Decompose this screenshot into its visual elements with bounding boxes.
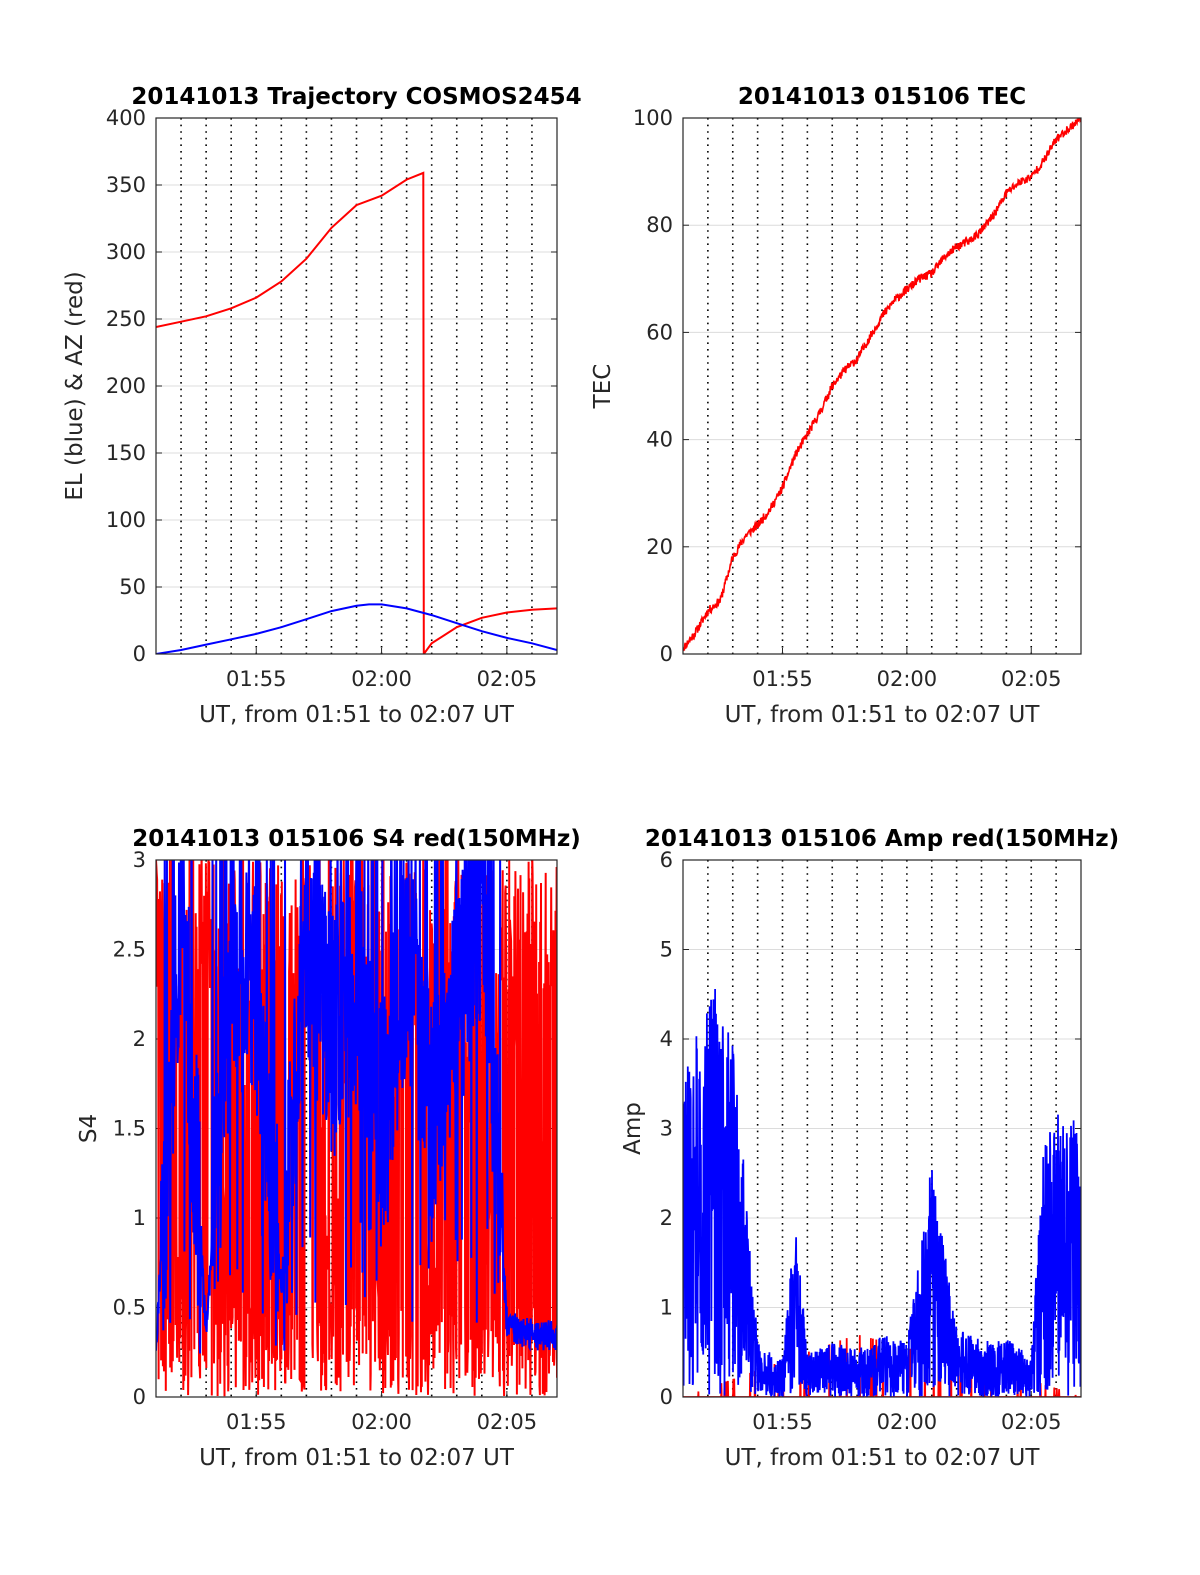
x-axis-label: UT, from 01:51 to 02:07 UT — [725, 1445, 1041, 1471]
y-tick-label: 50 — [119, 575, 146, 599]
plot-tec: 0 20 40 60 80 100 01:55 02:00 02:05 20141013 0151… — [590, 84, 1082, 728]
azimuth-line — [156, 171, 557, 654]
y-tick-label: 100 — [106, 508, 146, 532]
y-axis-label: TEC — [590, 364, 616, 410]
plot-amp: 0 1 2 3 4 5 6 01:55 02:00 02:05 20141013 015106 Am… — [620, 826, 1119, 1471]
data-layer — [156, 860, 557, 1397]
plot-title: 20141013 015106 S4 red(150MHz) — [132, 826, 581, 852]
tec-line — [683, 118, 1081, 652]
y-axis-label: S4 — [76, 1114, 102, 1143]
x-axis-label: UT, from 01:51 to 02:07 UT — [199, 1445, 515, 1471]
y-tick-label: 20 — [646, 535, 673, 559]
x-tick-label: 01:55 — [752, 667, 813, 691]
plot-trajectory: 0 50 100 150 200 250 300 350 400 01:55 02:00 02:05 2… — [62, 84, 582, 728]
y-tick-label: 350 — [106, 173, 146, 197]
x-tick-label: 02:00 — [877, 667, 938, 691]
plot-title: 20141013 015106 TEC — [738, 84, 1026, 110]
y-tick-label: 0 — [660, 642, 673, 666]
x-tick-label: 01:55 — [752, 1410, 813, 1434]
data-layer — [683, 989, 1081, 1397]
y-tick-label: 400 — [106, 106, 146, 130]
x-tick-label: 02:00 — [351, 667, 412, 691]
x-tick-label: 02:00 — [351, 1410, 412, 1434]
x-axis-label: UT, from 01:51 to 02:07 UT — [199, 702, 515, 728]
y-tick-label: 0 — [133, 642, 146, 666]
x-tick-label: 02:05 — [477, 667, 538, 691]
x-tick-label: 02:05 — [1001, 1410, 1062, 1434]
x-tick-label: 01:55 — [226, 667, 287, 691]
s4-blue-line — [156, 860, 557, 1354]
y-tick-label: 1 — [133, 1206, 146, 1230]
y-tick-label: 100 — [633, 106, 673, 130]
x-tick-label: 02:00 — [877, 1410, 938, 1434]
data-layer — [683, 118, 1081, 652]
y-tick-label: 2 — [660, 1206, 673, 1230]
y-tick-label: 0 — [660, 1385, 673, 1409]
elevation-line — [156, 603, 557, 654]
y-tick-label: 3 — [133, 848, 146, 872]
axes-frame — [155, 117, 558, 655]
y-tick-label: 1 — [660, 1296, 673, 1320]
y-tick-label: 150 — [106, 441, 146, 465]
axes-frame — [682, 859, 1082, 1398]
y-tick-label: 6 — [660, 848, 673, 872]
y-tick-label: 2 — [133, 1027, 146, 1051]
y-tick-label: 40 — [646, 428, 673, 452]
y-tick-label: 200 — [106, 374, 146, 398]
y-tick-label: 0 — [133, 1385, 146, 1409]
axes-frame — [682, 117, 1082, 655]
x-tick-label: 02:05 — [477, 1410, 538, 1434]
y-tick-label: 4 — [660, 1027, 673, 1051]
x-tick-label: 01:55 — [226, 1410, 287, 1434]
y-tick-label: 2.5 — [113, 938, 146, 962]
y-tick-label: 80 — [646, 213, 673, 237]
x-axis-label: UT, from 01:51 to 02:07 UT — [725, 702, 1041, 728]
y-tick-label: 1.5 — [113, 1117, 146, 1141]
x-tick-label: 02:05 — [1001, 667, 1062, 691]
y-tick-label: 300 — [106, 240, 146, 264]
y-axis-label: Amp — [620, 1102, 646, 1155]
plot-area — [683, 118, 1081, 654]
y-tick-label: 0.5 — [113, 1296, 146, 1320]
y-tick-label: 60 — [646, 320, 673, 344]
y-tick-label: 5 — [660, 938, 673, 962]
y-axis-label: EL (blue) & AZ (red) — [62, 271, 88, 500]
plot-title: 20141013 Trajectory COSMOS2454 — [131, 84, 581, 110]
y-tick-label: 3 — [660, 1117, 673, 1141]
plot-title: 20141013 015106 Amp red(150MHz) — [645, 826, 1119, 852]
axes-frame — [155, 859, 558, 1398]
data-layer — [156, 171, 557, 654]
amp-blue-line — [683, 989, 1081, 1397]
y-tick-label: 250 — [106, 307, 146, 331]
plot-s4: 0 0.5 1 1.5 2 2.5 3 01:55 02:00 02:05 20141013 015… — [76, 826, 581, 1471]
